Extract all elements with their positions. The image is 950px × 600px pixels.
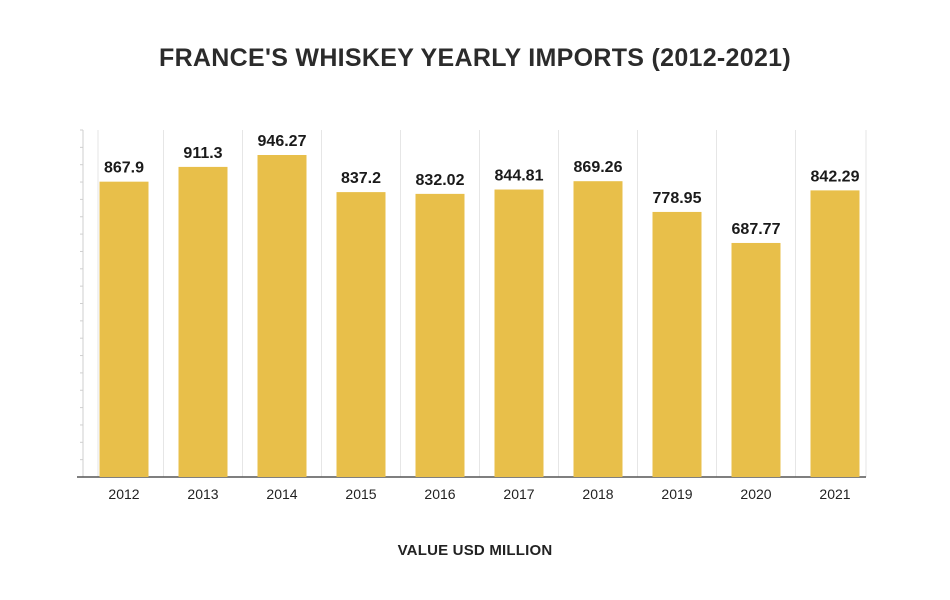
data-label-2017: 844.81 (495, 168, 544, 185)
data-label-2012: 867.9 (104, 160, 144, 177)
bar-2016 (415, 193, 465, 477)
bar-2015 (336, 192, 386, 477)
x-tick-label-2015: 2015 (345, 486, 376, 502)
bars-layer (99, 155, 860, 478)
data-label-2016: 832.02 (416, 172, 465, 189)
bar-2012 (99, 181, 149, 477)
x-tick-label-2016: 2016 (424, 486, 455, 502)
grid-layer (97, 130, 867, 477)
bar-2021 (810, 190, 860, 477)
x-tick-label-2021: 2021 (819, 486, 850, 502)
data-label-2015: 837.2 (341, 170, 381, 187)
bar-2019 (652, 211, 702, 477)
x-tick-label-2014: 2014 (266, 486, 297, 502)
data-label-2018: 869.26 (574, 159, 623, 176)
labels-layer: 867.9 2012 911.3 2013 946.27 2014 837.2 2015 832… (104, 133, 860, 502)
data-label-2019: 778.95 (653, 190, 702, 207)
bar-2018 (573, 181, 623, 477)
bar-2020 (731, 242, 781, 477)
bar-2014 (257, 155, 307, 477)
x-tick-label-2013: 2013 (187, 486, 218, 502)
data-label-2020: 687.77 (732, 221, 781, 238)
x-tick-label-2018: 2018 (582, 486, 613, 502)
data-label-2013: 911.3 (183, 145, 222, 162)
data-label-2014: 946.27 (258, 133, 307, 150)
data-label-2021: 842.29 (811, 168, 860, 185)
x-axis-title: VALUE USD MILLION (397, 542, 553, 559)
bar-2017 (494, 189, 544, 478)
x-tick-label-2020: 2020 (740, 486, 771, 502)
x-tick-label-2017: 2017 (503, 486, 534, 502)
chart-title: FRANCE'S WHISKEY YEARLY IMPORTS (2012-20… (159, 44, 791, 72)
x-tick-label-2019: 2019 (661, 486, 692, 502)
x-tick-label-2012: 2012 (108, 486, 139, 502)
bar-2013 (178, 166, 228, 477)
